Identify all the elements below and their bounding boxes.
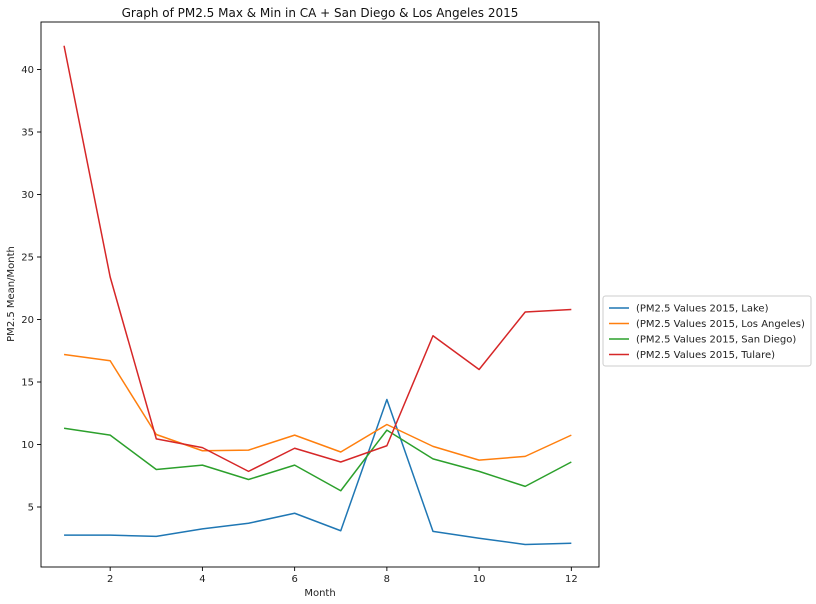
y-tick-label: 5	[28, 503, 34, 514]
x-tick-label: 4	[199, 574, 205, 585]
legend: (PM2.5 Values 2015, Lake) (PM2.5 Values 2…	[602, 295, 812, 367]
x-tick-label: 6	[291, 574, 297, 585]
x-tick-label: 10	[473, 574, 486, 585]
legend-box	[602, 295, 812, 367]
y-tick-label: 35	[21, 128, 34, 139]
y-tick-label: 15	[21, 378, 34, 389]
x-tick-label: 8	[384, 574, 390, 585]
y-tick-label: 10	[21, 440, 34, 451]
chart-title: Graph of PM2.5 Max & Min in CA + San Die…	[122, 6, 519, 20]
plot-frame	[40, 21, 600, 568]
plot-area	[63, 45, 572, 546]
x-tick-label: 2	[107, 574, 113, 585]
y-axis: 5 10 15 20 25 30 35 40	[21, 65, 41, 514]
legend-item: (PM2.5 Values 2015, Lake)	[636, 304, 769, 315]
series-line-4	[63, 45, 572, 473]
y-tick-label: 25	[21, 253, 34, 264]
series-line-2	[63, 353, 572, 461]
legend-item: (PM2.5 Values 2015, San Diego)	[636, 335, 796, 346]
y-tick-label: 30	[21, 190, 34, 201]
x-axis-label: Month	[304, 588, 335, 599]
y-tick-label: 40	[21, 65, 34, 76]
x-tick-label: 12	[565, 574, 578, 585]
y-axis-label: PM2.5 Mean/Month	[6, 246, 17, 342]
legend-item: (PM2.5 Values 2015, Los Angeles)	[636, 319, 805, 330]
x-axis: 2 4 6 8 10 12	[107, 567, 578, 585]
series-line-1	[64, 398, 572, 546]
y-tick-label: 20	[21, 315, 34, 326]
series-line-3	[63, 427, 572, 492]
legend-item: (PM2.5 Values 2015, Tulare)	[636, 350, 775, 361]
